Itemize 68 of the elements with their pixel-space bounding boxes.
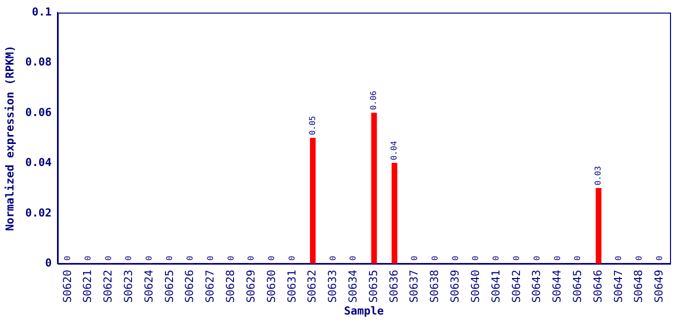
data-label: 0 — [287, 256, 296, 261]
x-tick-label: S0623 — [122, 270, 135, 303]
x-tick-label: S0621 — [81, 270, 94, 303]
x-tick-label: S0638 — [428, 270, 442, 303]
x-tick-label: S0634 — [346, 269, 360, 303]
y-tick-label: 0.1 — [32, 5, 52, 18]
x-tick-label: S0642 — [510, 270, 523, 303]
y-tick-label: 0.08 — [25, 56, 52, 69]
data-label: 0 — [185, 256, 194, 261]
x-tick-label: S0626 — [183, 270, 196, 303]
data-label: 0 — [267, 256, 276, 261]
data-label: 0 — [328, 256, 338, 261]
y-tick-label: 0.04 — [25, 156, 52, 170]
data-label: 0 — [532, 256, 542, 261]
x-tick-label: S0631 — [285, 270, 298, 303]
x-tick-label: S0643 — [530, 270, 544, 303]
x-tick-label: S0620 — [60, 270, 74, 303]
x-tick-label: S0644 — [550, 269, 564, 303]
x-tick-label: S0624 — [142, 269, 156, 303]
x-tick-label: S0637 — [408, 270, 421, 303]
data-label: 0 — [614, 256, 624, 261]
x-tick-label: S0641 — [489, 270, 502, 303]
x-tick-label: S0646 — [591, 270, 604, 303]
data-label: 0 — [492, 256, 501, 261]
data-label: 0 — [512, 256, 521, 261]
data-label: 0 — [83, 256, 92, 261]
x-tick-label: S0627 — [204, 270, 217, 303]
data-label: 0.06 — [369, 90, 378, 110]
x-tick-label: S0648 — [632, 270, 646, 303]
data-label: 0 — [450, 256, 460, 261]
x-tick-label: S0629 — [244, 270, 258, 303]
x-tick-label: S0640 — [468, 270, 482, 303]
x-tick-label: S0636 — [387, 270, 400, 303]
data-label: 0 — [410, 256, 419, 261]
x-tick-label: S0635 — [366, 270, 380, 303]
y-tick-label: 0.02 — [25, 206, 52, 220]
data-label: 0 — [144, 256, 154, 261]
x-tick-label: S0630 — [264, 270, 278, 303]
data-label: 0 — [654, 256, 664, 261]
data-label: 0 — [62, 256, 72, 261]
data-label: 0 — [104, 256, 113, 261]
x-tick-label: S0625 — [162, 270, 176, 303]
data-label: 0 — [348, 256, 358, 261]
x-tick-label: S0647 — [612, 270, 625, 303]
y-tick-label: 0.06 — [25, 106, 52, 119]
data-label: 0.05 — [308, 116, 317, 136]
y-axis-title: Normalized expression (RPKM) — [3, 45, 16, 231]
x-tick-label: S0639 — [448, 270, 462, 303]
data-label: 0 — [226, 256, 236, 261]
x-tick-label: S0632 — [306, 270, 319, 303]
data-label: 0 — [471, 256, 480, 261]
data-label: 0 — [552, 256, 562, 261]
data-label: 0 — [246, 256, 256, 261]
data-label: 0.03 — [594, 166, 603, 186]
x-tick-label: S0633 — [326, 270, 340, 303]
data-label: 0 — [165, 256, 174, 261]
x-tick-label: S0649 — [652, 270, 666, 303]
y-tick-label: 0 — [45, 256, 52, 270]
x-tick-label: S0628 — [224, 270, 238, 303]
data-label: 0 — [124, 256, 134, 261]
x-tick-label: S0622 — [102, 270, 115, 303]
data-label: 0 — [206, 256, 215, 261]
data-label: 0 — [634, 256, 644, 261]
x-tick-label: S0645 — [571, 270, 584, 303]
data-label: 0 — [573, 256, 582, 261]
x-axis-title: Sample — [344, 304, 384, 318]
data-label: 0 — [430, 256, 440, 261]
data-label: 0.04 — [390, 140, 399, 160]
